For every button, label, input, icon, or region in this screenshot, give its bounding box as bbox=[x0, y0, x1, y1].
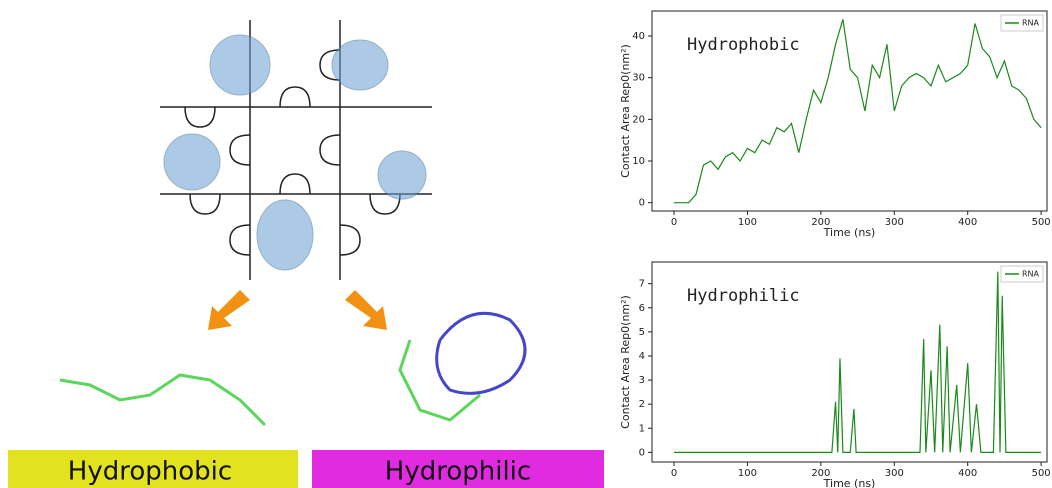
x-tick-label: 0 bbox=[671, 468, 677, 479]
legend-label: RNA bbox=[1022, 270, 1040, 279]
x-tick-label: 300 bbox=[885, 217, 904, 228]
y-tick-label: 5 bbox=[639, 327, 645, 338]
surface-label: Hydrophobic bbox=[68, 457, 232, 487]
legend-label: RNA bbox=[1022, 19, 1040, 28]
x-tick-label: 500 bbox=[1032, 217, 1051, 228]
y-tick-label: 3 bbox=[639, 375, 645, 386]
x-tick-label: 100 bbox=[738, 217, 757, 228]
arrows bbox=[208, 290, 387, 330]
x-tick-label: 500 bbox=[1032, 468, 1051, 479]
y-tick-label: 7 bbox=[639, 279, 645, 290]
x-axis-label: Time (ns) bbox=[823, 226, 876, 239]
peptides bbox=[60, 313, 525, 425]
y-axis-label: Contact Area Rep0(nm²) bbox=[619, 295, 632, 429]
y-tick-label: 1 bbox=[639, 423, 645, 434]
annotation: Hydrophilic bbox=[687, 286, 800, 306]
y-tick-label: 6 bbox=[639, 303, 645, 314]
x-axis-label: Time (ns) bbox=[823, 477, 876, 488]
y-tick-label: 30 bbox=[632, 73, 645, 84]
y-tick-label: 2 bbox=[639, 399, 645, 410]
x-tick-label: 100 bbox=[738, 468, 757, 479]
figure: Hydrophobic Hydrophilic 0100200300400500… bbox=[0, 0, 1052, 488]
y-tick-label: 20 bbox=[632, 114, 645, 125]
surface-label: Hydrophilic bbox=[385, 457, 531, 487]
x-tick-label: 400 bbox=[958, 217, 977, 228]
y-tick-label: 0 bbox=[639, 447, 645, 458]
y-axis-label: Contact Area Rep0(nm²) bbox=[619, 44, 632, 178]
y-tick-label: 40 bbox=[632, 31, 645, 42]
x-tick-label: 400 bbox=[958, 468, 977, 479]
x-tick-label: 0 bbox=[671, 217, 677, 228]
y-tick-label: 4 bbox=[639, 351, 645, 362]
y-tick-label: 10 bbox=[632, 156, 645, 167]
x-tick-label: 300 bbox=[885, 468, 904, 479]
y-tick-label: 0 bbox=[639, 198, 645, 209]
protein-clusters bbox=[164, 35, 426, 270]
annotation: Hydrophobic bbox=[687, 35, 800, 55]
